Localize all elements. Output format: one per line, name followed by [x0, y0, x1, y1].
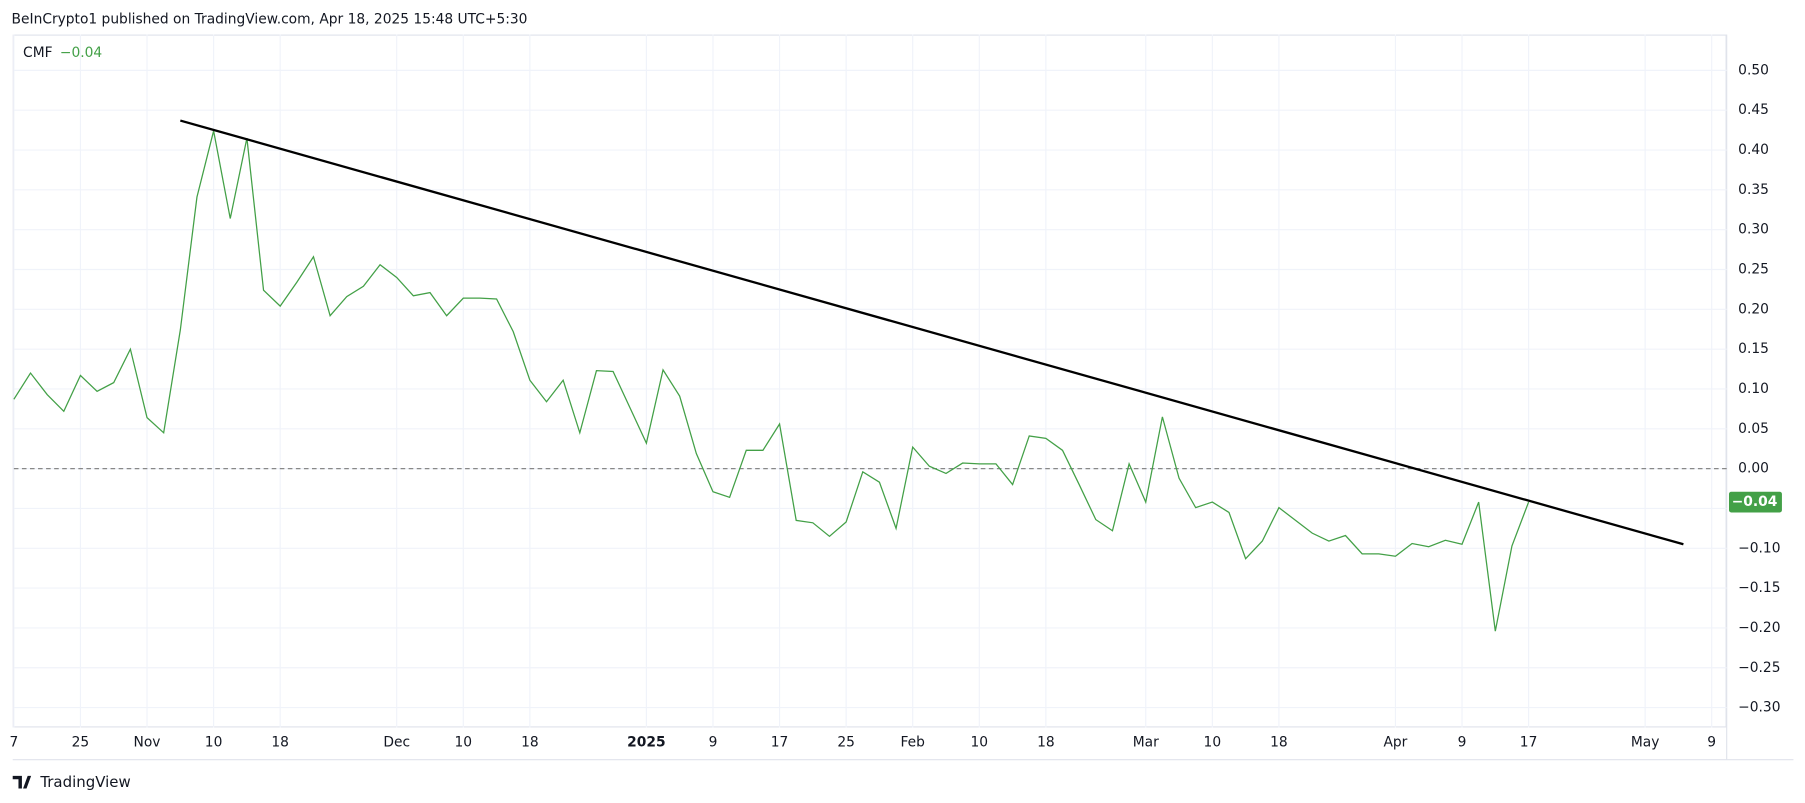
x-tick-label: 10 [971, 734, 989, 750]
x-tick-label: 17 [771, 734, 789, 750]
y-tick-label: −0.10 [1738, 540, 1780, 556]
x-tick-label: 18 [1037, 734, 1055, 750]
y-tick-label: −0.20 [1738, 620, 1780, 636]
x-tick-label: 10 [1204, 734, 1222, 750]
x-tick-label: 25 [72, 734, 90, 750]
x-tick-label: 25 [837, 734, 855, 750]
legend-value: −0.04 [60, 45, 102, 61]
x-tick-label: 9 [1458, 734, 1467, 750]
x-tick-label: 17 [1520, 734, 1538, 750]
grid [13, 34, 1727, 728]
x-tick-label: 10 [205, 734, 223, 750]
x-tick-label: Mar [1133, 734, 1159, 750]
y-tick-label: 0.00 [1738, 461, 1769, 477]
x-tick-label: 18 [271, 734, 289, 750]
x-tick-label: May [1631, 734, 1660, 750]
y-tick-label: 0.35 [1738, 182, 1769, 198]
legend-name: CMF [23, 45, 53, 61]
x-tick-label: 18 [1270, 734, 1288, 750]
value-badge-label: −0.04 [1732, 494, 1778, 510]
logo [12, 775, 32, 789]
x-tick-label: 9 [709, 734, 718, 750]
x-tick-label: Feb [900, 734, 924, 750]
y-tick-label: 0.30 [1738, 222, 1769, 238]
x-tick-label: 2025 [627, 734, 665, 750]
y-tick-label: −0.25 [1738, 660, 1780, 676]
y-tick-label: 0.45 [1738, 102, 1769, 118]
y-tick-label: 0.25 [1738, 262, 1769, 278]
x-tick-label: Nov [134, 734, 161, 750]
publish-header: BeInCrypto1 published on TradingView.com… [12, 12, 528, 28]
marks [13, 119, 1727, 632]
x-tick-label: 10 [455, 734, 473, 750]
y-tick-label: −0.15 [1738, 580, 1780, 596]
y-tick-label: −0.30 [1738, 700, 1780, 716]
trendline [180, 119, 1684, 546]
y-tick-label: 0.15 [1738, 341, 1769, 357]
value-badge [1728, 491, 1782, 513]
y-tick-label: 0.10 [1738, 381, 1769, 397]
y-tick-label: 0.05 [1738, 421, 1769, 437]
x-tick-label: Apr [1383, 734, 1407, 750]
y-tick-label: 0.40 [1738, 142, 1769, 158]
cmf-line [13, 130, 1530, 632]
x-tick-label: 18 [521, 734, 539, 750]
x-tick-label: Dec [383, 734, 410, 750]
brand: TradingView [39, 773, 130, 791]
y-tick-label: 0.50 [1738, 62, 1769, 78]
plot-frame [12, 34, 1727, 728]
y-tick-label: 0.20 [1738, 301, 1769, 317]
x-tick-label: 9 [1707, 734, 1716, 750]
x-tick-label: 7 [9, 734, 18, 750]
